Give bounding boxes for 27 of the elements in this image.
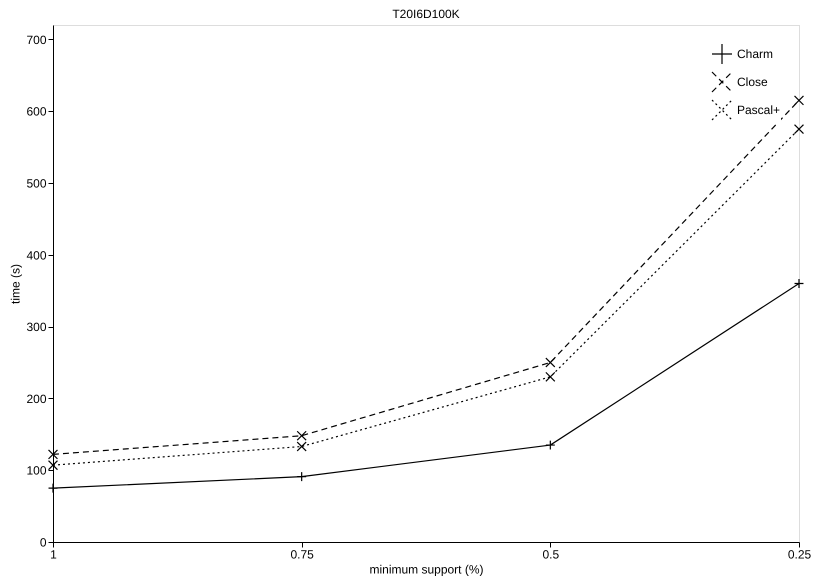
y-tick-label: 100 (26, 464, 47, 478)
point (794, 124, 804, 134)
y-tick-label: 300 (26, 320, 47, 334)
point (48, 460, 58, 470)
x-tick-label: 0.5 (542, 548, 560, 562)
point (794, 95, 804, 106)
point (794, 278, 804, 289)
point (296, 430, 307, 441)
x-tick-label: 0.75 (290, 548, 314, 562)
y-tick-label: 500 (26, 176, 47, 190)
y-axis-title: time (s) (8, 264, 22, 304)
point (545, 357, 556, 368)
x-axis-title: minimum support (%) (369, 562, 484, 576)
chart-title: T20I6D100K (392, 7, 460, 21)
y-tick-label: 600 (26, 104, 47, 119)
y-tick-label: 0 (40, 536, 47, 550)
point (545, 372, 556, 382)
legend-label: Charm (737, 47, 774, 61)
y-tick-label: 200 (26, 392, 47, 406)
legend-label: Pascal+ (737, 103, 780, 117)
y-tick-label: 400 (26, 248, 47, 262)
y-tick-label: 700 (26, 32, 47, 47)
x-tick-label: 0.25 (788, 548, 812, 562)
x-tick-label: 1 (50, 548, 58, 562)
point (296, 441, 307, 452)
point (48, 449, 58, 460)
legend-label: Close (737, 75, 768, 89)
